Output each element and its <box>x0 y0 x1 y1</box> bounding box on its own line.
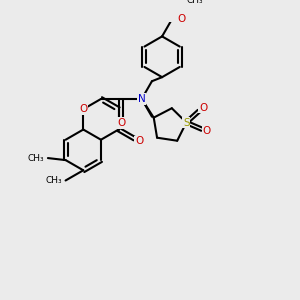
Text: S: S <box>183 118 190 128</box>
Text: N: N <box>138 94 146 104</box>
Text: O: O <box>79 104 87 114</box>
Text: O: O <box>199 103 207 112</box>
Text: CH₃: CH₃ <box>28 154 44 163</box>
Text: O: O <box>135 136 143 146</box>
Text: O: O <box>203 126 211 136</box>
Text: O: O <box>177 14 185 24</box>
Text: CH₃: CH₃ <box>45 176 62 185</box>
Text: O: O <box>117 118 125 128</box>
Text: CH₃: CH₃ <box>186 0 203 5</box>
